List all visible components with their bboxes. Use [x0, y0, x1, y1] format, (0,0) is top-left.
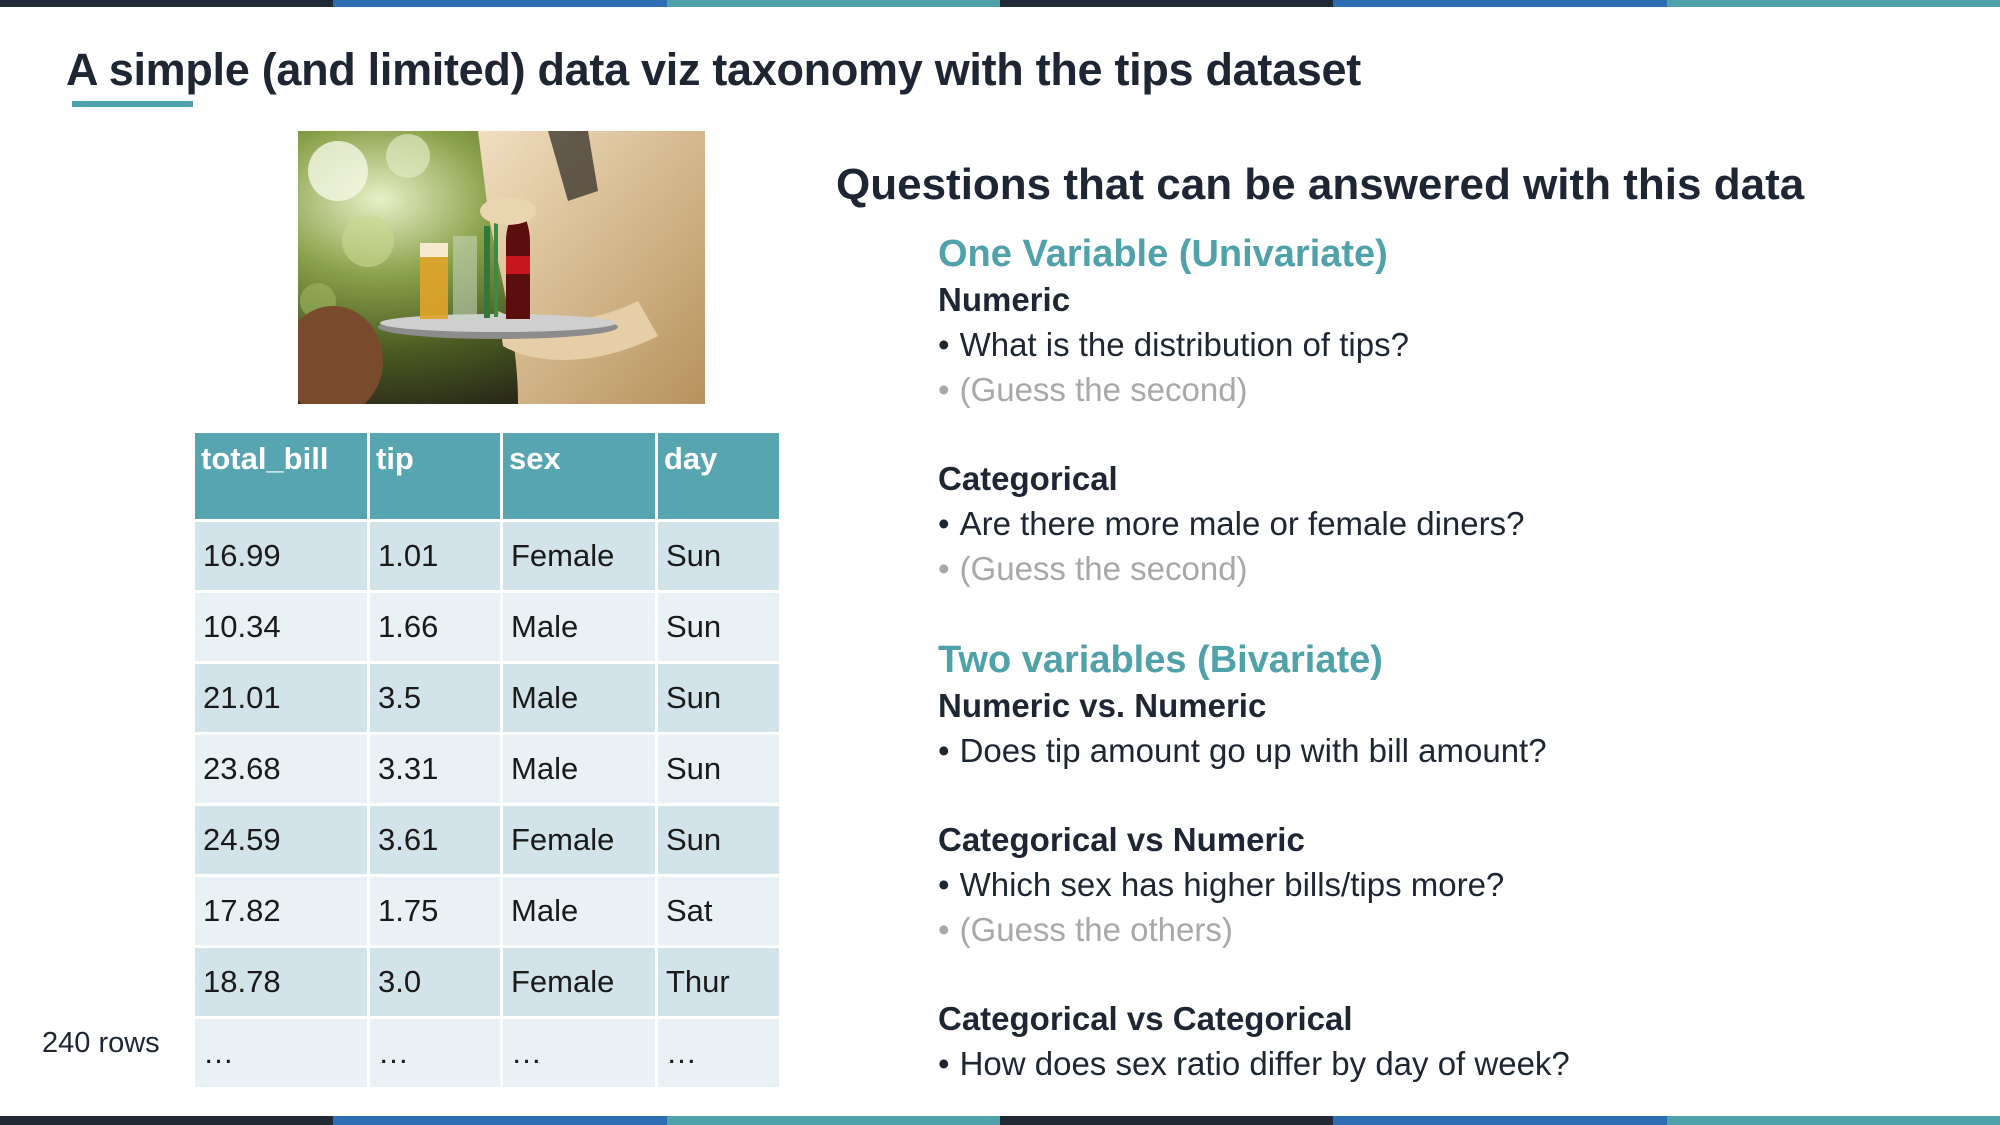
table-cell: 1.01 — [370, 522, 500, 590]
column-header: tip — [370, 433, 500, 519]
column-header: day — [658, 433, 779, 519]
question-item: What is the distribution of tips? — [938, 322, 1976, 367]
bottom-color-stripe — [0, 1116, 2000, 1125]
table-header-row: total_bill tip sex day — [195, 433, 779, 519]
table-cell: 3.61 — [370, 806, 500, 874]
table-cell: Thur — [658, 948, 779, 1016]
column-header: sex — [503, 433, 655, 519]
table-cell: Sun — [658, 664, 779, 732]
table-row: 23.68 3.31 Male Sun — [195, 735, 779, 803]
table-cell: 23.68 — [195, 735, 367, 803]
table-cell: Male — [503, 593, 655, 661]
top-color-stripe — [0, 0, 2000, 7]
question-placeholder: (Guess the others) — [938, 907, 1976, 952]
question-placeholder: (Guess the second) — [938, 546, 1976, 591]
row-count-label: 240 rows — [42, 1027, 160, 1059]
table-cell: 24.59 — [195, 806, 367, 874]
question-item: Does tip amount go up with bill amount? — [938, 728, 1976, 773]
questions-panel: Questions that can be answered with this… — [836, 160, 1976, 1086]
table-cell: Female — [503, 948, 655, 1016]
table-cell: Sun — [658, 522, 779, 590]
numeric-label: Numeric — [938, 281, 1071, 318]
table-cell: Male — [503, 735, 655, 803]
table-cell: 17.82 — [195, 877, 367, 945]
questions-body: One Variable (Univariate) Numeric What i… — [938, 230, 1976, 1086]
table-cell: 3.5 — [370, 664, 500, 732]
table-cell: 10.34 — [195, 593, 367, 661]
table-row: 17.82 1.75 Male Sat — [195, 877, 779, 945]
question-item: Which sex has higher bills/tips more? — [938, 862, 1976, 907]
table-cell: Sun — [658, 735, 779, 803]
table-cell: Sat — [658, 877, 779, 945]
table-row: 18.78 3.0 Female Thur — [195, 948, 779, 1016]
table-cell: 3.0 — [370, 948, 500, 1016]
table-cell: … — [370, 1019, 500, 1087]
categorical-vs-numeric-label: Categorical vs Numeric — [938, 821, 1305, 858]
table-cell: … — [658, 1019, 779, 1087]
table-row: 21.01 3.5 Male Sun — [195, 664, 779, 732]
table-cell: Sun — [658, 806, 779, 874]
table-cell: 16.99 — [195, 522, 367, 590]
table-cell: 18.78 — [195, 948, 367, 1016]
table-cell: Male — [503, 664, 655, 732]
table-cell: 3.31 — [370, 735, 500, 803]
bivariate-title: Two variables (Bivariate) — [938, 639, 1383, 681]
table-row: 10.34 1.66 Male Sun — [195, 593, 779, 661]
tips-data-table: total_bill tip sex day 16.99 1.01 Female… — [192, 430, 782, 1090]
table-cell: … — [503, 1019, 655, 1087]
table-cell: Female — [503, 522, 655, 590]
categorical-vs-categorical-label: Categorical vs Categorical — [938, 1000, 1353, 1037]
table-cell: 1.66 — [370, 593, 500, 661]
table-row: 16.99 1.01 Female Sun — [195, 522, 779, 590]
title-underline — [72, 101, 193, 107]
categorical-label: Categorical — [938, 460, 1118, 497]
slide-title: A simple (and limited) data viz taxonomy… — [66, 44, 1361, 95]
waiter-serving-drinks-photo — [298, 131, 705, 404]
questions-heading: Questions that can be answered with this… — [836, 160, 1805, 209]
question-item: How does sex ratio differ by day of week… — [938, 1041, 1976, 1086]
table-row: 24.59 3.61 Female Sun — [195, 806, 779, 874]
table-cell: 1.75 — [370, 877, 500, 945]
univariate-title: One Variable (Univariate) — [938, 233, 1388, 275]
table-cell: … — [195, 1019, 367, 1087]
table-cell: Male — [503, 877, 655, 945]
question-item: Are there more male or female diners? — [938, 501, 1976, 546]
table-row: … … … … — [195, 1019, 779, 1087]
numeric-vs-numeric-label: Numeric vs. Numeric — [938, 687, 1267, 724]
table-cell: 21.01 — [195, 664, 367, 732]
column-header: total_bill — [195, 433, 367, 519]
question-placeholder: (Guess the second) — [938, 367, 1976, 412]
table-cell: Female — [503, 806, 655, 874]
table-cell: Sun — [658, 593, 779, 661]
